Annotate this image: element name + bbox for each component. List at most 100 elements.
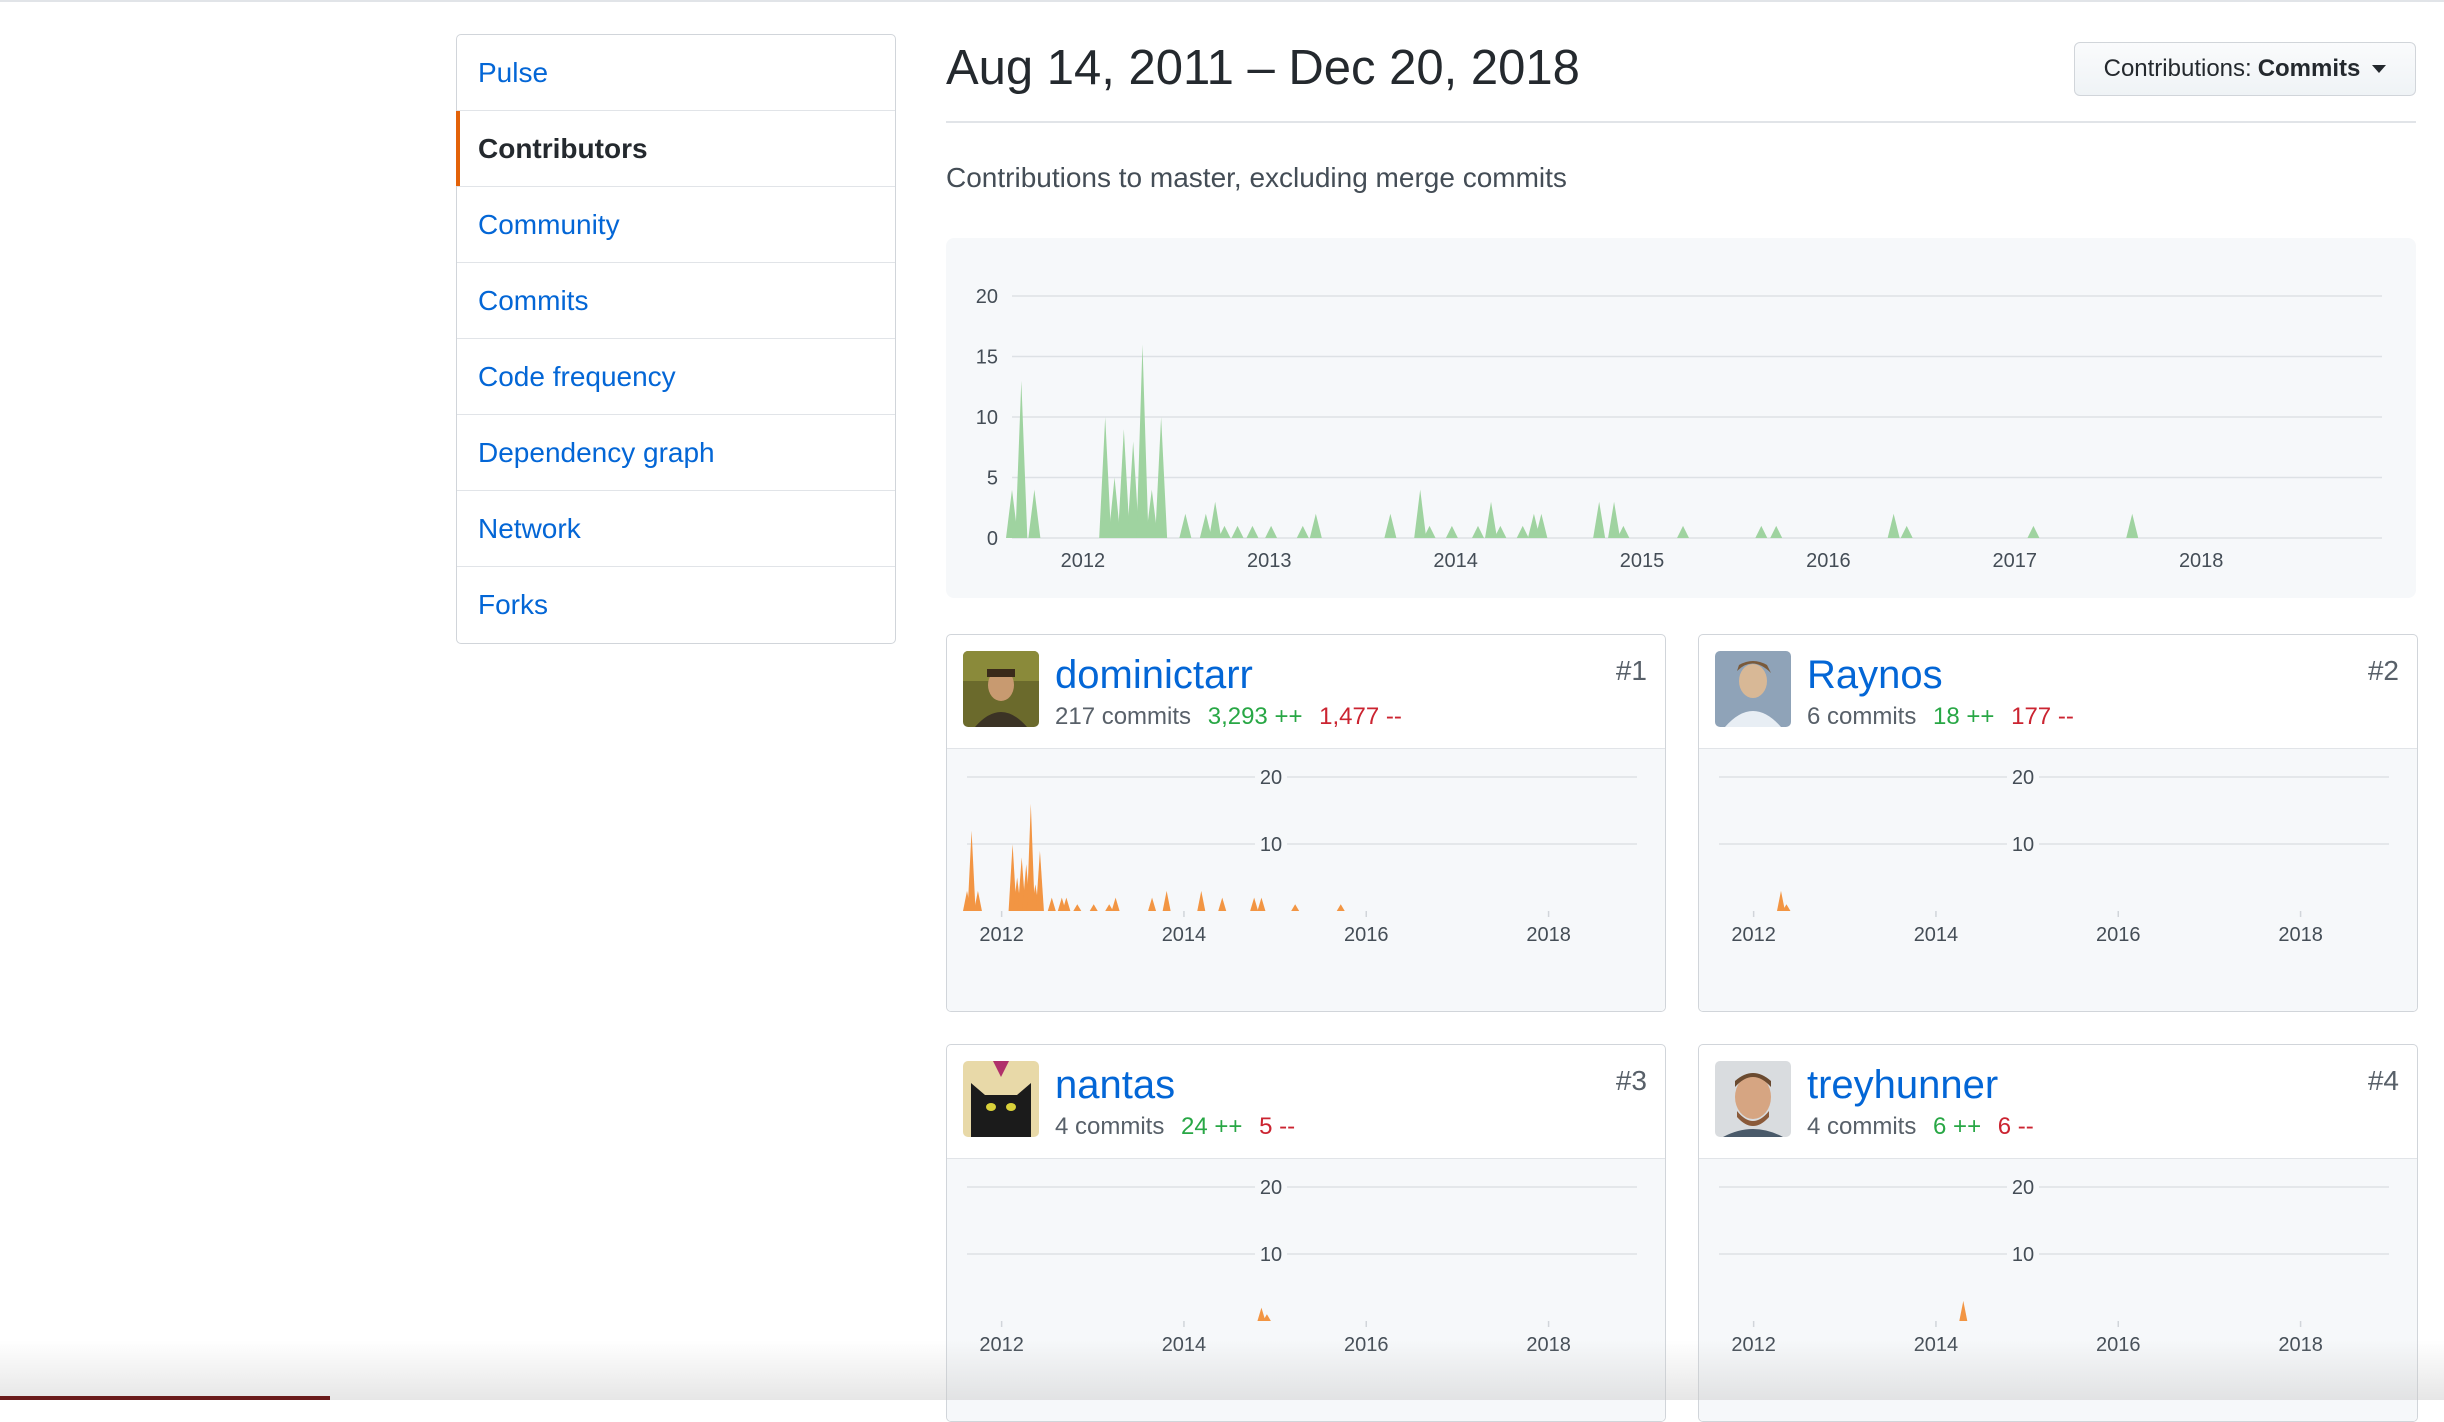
data-spike	[1026, 803, 1035, 911]
window-bottom-shadow	[0, 1340, 2444, 1400]
chart-subtitle: Contributions to master, excluding merge…	[946, 162, 1567, 193]
data-spike	[1136, 344, 1149, 538]
sidebar-item-commits[interactable]: Commits	[457, 263, 895, 339]
y-tick-label-bg	[2007, 1242, 2039, 1266]
data-spike	[1770, 525, 1783, 538]
contributor-rank: #4	[2367, 1065, 2399, 1096]
y-tick-label: 10	[2012, 1244, 2034, 1266]
data-spike	[1246, 525, 1259, 538]
x-tick-label: 2016	[1806, 550, 1851, 572]
data-spike	[1099, 417, 1112, 538]
data-spike	[1199, 513, 1212, 538]
x-tick-label: 2014	[1162, 924, 1207, 946]
data-spike	[1231, 525, 1244, 538]
contributor-stats: 6 commits 18 ++ 177 --	[1807, 703, 2074, 731]
data-spike	[1677, 525, 1690, 538]
avatar[interactable]	[963, 1061, 1039, 1137]
sidebar-item-contributors[interactable]: Contributors	[456, 111, 895, 187]
data-spike	[1887, 513, 1900, 538]
contributor-username[interactable]: nantas	[1055, 1063, 1176, 1107]
data-spike	[1471, 525, 1484, 538]
y-tick-label-bg	[1255, 832, 1287, 856]
data-spike	[1179, 513, 1192, 538]
y-tick-label-bg	[2007, 832, 2039, 856]
page-title: Aug 14, 2011 – Dec 20, 2018	[946, 41, 1580, 95]
data-spike	[1105, 904, 1114, 911]
x-tick-label: 2014	[1914, 1334, 1959, 1356]
avatar[interactable]	[1715, 1061, 1791, 1137]
contributor-stats: 217 commits 3,293 ++ 1,477 --	[1055, 703, 1402, 731]
data-spike	[1089, 904, 1098, 911]
data-spike	[1262, 1314, 1271, 1321]
y-tick-label: 20	[2012, 1177, 2034, 1199]
avatar-image-icon	[1715, 651, 1791, 727]
contributor-stats: 4 commits 6 ++ 6 --	[1807, 1113, 2034, 1141]
avatar-image-icon	[963, 1061, 1039, 1137]
y-tick-label-bg	[1255, 1242, 1287, 1266]
additions-count: 3,293 ++	[1207, 703, 1303, 730]
x-tick-label: 2015	[1620, 550, 1665, 572]
avatar[interactable]	[1715, 651, 1791, 727]
contributor-username[interactable]: treyhunner	[1807, 1063, 1999, 1107]
y-tick-label-bg	[2007, 1175, 2039, 1199]
data-spike	[1257, 897, 1266, 911]
x-tick-label: 2016	[2096, 1334, 2141, 1356]
contributor-username[interactable]: Raynos	[1807, 653, 1943, 697]
data-spike	[1209, 501, 1222, 538]
overall-contributions-chart: 0 5 10 15 20 2012 2013 2014 2015 2016 2017 2018	[946, 238, 2416, 598]
data-spike	[1485, 501, 1498, 538]
data-spike	[1062, 897, 1071, 911]
data-spike	[1006, 489, 1018, 538]
data-spike	[1423, 525, 1436, 538]
data-spike	[1117, 429, 1130, 538]
y-tick-label: 5	[987, 468, 998, 490]
y-tick-label: 10	[1260, 834, 1282, 856]
data-spike	[1959, 1300, 1968, 1321]
sidebar-item-dependency-graph[interactable]: Dependency graph	[457, 415, 895, 491]
data-spike	[1593, 501, 1606, 538]
x-tick-label: 2012	[1731, 1334, 1776, 1356]
data-spike	[1265, 525, 1278, 538]
data-spike	[967, 830, 976, 911]
contributor-card-4: treyhunner 4 commits 6 ++ 6 -- #4 10 20 20…	[1698, 1044, 2418, 1422]
contributor-card-2: Raynos 6 commits 18 ++ 177 -- #2 10 20 201…	[1698, 634, 2418, 1012]
contributions-type-dropdown[interactable]: Contributions: Commits	[2074, 42, 2416, 96]
x-tick-label: 2014	[1914, 924, 1959, 946]
avatar-image-icon	[963, 651, 1039, 727]
data-spike	[1015, 380, 1028, 538]
data-spike	[1535, 513, 1548, 538]
header-divider	[946, 121, 2416, 123]
data-spike	[1148, 897, 1157, 911]
x-tick-label: 2012	[979, 924, 1024, 946]
avatar-image-icon	[1715, 1061, 1791, 1137]
contributor-header: nantas 4 commits 24 ++ 5 -- #3	[947, 1045, 1665, 1159]
y-tick-label: 0	[987, 528, 998, 550]
data-spike	[1127, 441, 1140, 538]
x-tick-label: 2012	[979, 1334, 1024, 1356]
overall-chart-svg: 0 5 10 15 20 2012 2013 2014 2015 2016 2017 2018	[976, 286, 2382, 572]
contributor-username[interactable]: dominictarr	[1055, 653, 1253, 697]
contributions-value: Commits	[2257, 55, 2361, 82]
data-spike	[1250, 897, 1259, 911]
deletions-count: 6 --	[1997, 1113, 2034, 1140]
sidebar-item-network[interactable]: Network	[457, 491, 895, 567]
x-tick-label: 2013	[1247, 550, 1292, 572]
contributor-chart: 10 20 2012 2014 2016 2018	[947, 749, 1665, 1011]
top-border	[0, 0, 2444, 2]
data-spike	[1309, 513, 1322, 538]
contributor-rank: #1	[1615, 655, 1647, 686]
data-spike	[1155, 417, 1168, 538]
sidebar-item-community[interactable]: Community	[457, 187, 895, 263]
sidebar-item-forks[interactable]: Forks	[478, 589, 548, 620]
data-spike	[1296, 525, 1309, 538]
data-spike	[1145, 489, 1158, 538]
sidebar-item-pulse[interactable]: Pulse	[457, 35, 895, 111]
data-spike	[1162, 890, 1171, 911]
y-tick-label-bg	[1255, 765, 1287, 789]
avatar[interactable]	[963, 651, 1039, 727]
x-tick-label: 2016	[1344, 1334, 1389, 1356]
sidebar-item-code-frequency[interactable]: Code frequency	[457, 339, 895, 415]
data-spike	[1028, 489, 1041, 538]
caret-down-icon	[2372, 65, 2387, 73]
y-tick-label-bg	[2007, 765, 2039, 789]
